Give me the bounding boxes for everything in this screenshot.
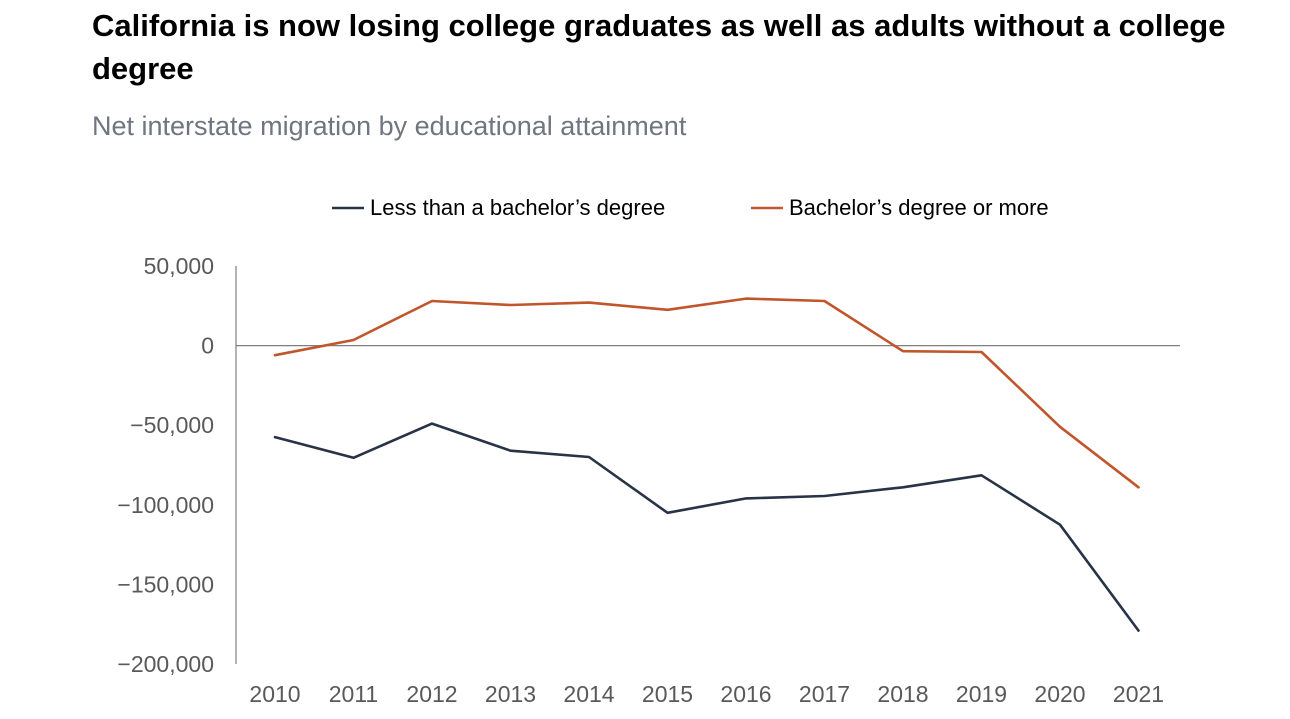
legend-label: Bachelor’s degree or more bbox=[789, 195, 1049, 220]
y-tick-label: 0 bbox=[201, 333, 214, 359]
series-line-less-than-bachelors bbox=[273, 422, 1140, 632]
x-tick-label: 2012 bbox=[406, 681, 457, 707]
x-tick-label: 2015 bbox=[642, 681, 693, 707]
x-tick-label: 2021 bbox=[1113, 681, 1164, 707]
y-tick-label: −100,000 bbox=[117, 492, 214, 518]
x-tick-label: 2020 bbox=[1034, 681, 1085, 707]
legend-label: Less than a bachelor’s degree bbox=[370, 195, 665, 220]
series-line-bachelors-or-more bbox=[273, 297, 1140, 489]
x-tick-label: 2014 bbox=[563, 681, 614, 707]
y-tick-label: −50,000 bbox=[130, 412, 214, 438]
x-tick-label: 2017 bbox=[799, 681, 850, 707]
x-tick-label: 2013 bbox=[485, 681, 536, 707]
y-tick-label: −150,000 bbox=[117, 571, 214, 597]
y-tick-label: −200,000 bbox=[117, 651, 214, 677]
chart-title: California is now losing college graduat… bbox=[92, 8, 1226, 86]
x-tick-label: 2010 bbox=[249, 681, 300, 707]
x-tick-label: 2019 bbox=[956, 681, 1007, 707]
x-tick-label: 2011 bbox=[329, 681, 378, 707]
chart-subtitle: Net interstate migration by educational … bbox=[92, 111, 687, 141]
y-tick-label: 50,000 bbox=[144, 253, 214, 279]
x-tick-label: 2018 bbox=[877, 681, 928, 707]
x-tick-label: 2016 bbox=[720, 681, 771, 707]
